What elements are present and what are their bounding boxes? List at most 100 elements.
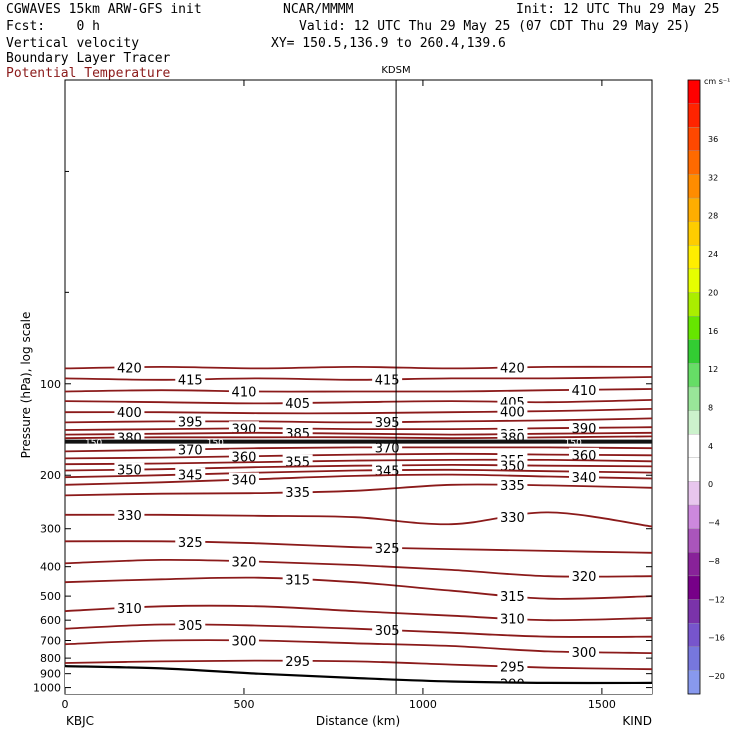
theta-label-bg [175,442,206,457]
theta-contour-385 [65,431,652,436]
colorbar-label: 8 [708,404,713,413]
theta-label-380: 380 [500,432,525,447]
theta-contour-305 [65,623,652,638]
colorbar-swatch [687,481,701,506]
theta-label-295: 295 [285,655,310,670]
theta-label-350: 350 [500,459,525,474]
theta-label-bg [228,421,259,436]
colorbar-swatch [687,457,701,482]
colorbar-label: 4 [708,442,713,451]
y-tick-label: 400 [40,561,61,574]
y-tick-label: 100 [40,378,61,391]
theta-label-bg [175,617,206,632]
forecast-hour: Fcst: 0 h [6,19,100,34]
colorbar-label: 28 [708,212,718,221]
theta-contour-325 [65,540,652,554]
theta-contour-400 [65,408,652,415]
theta-label-bg [568,382,599,397]
theta-contour-380 [65,435,652,440]
y-tick-label: 800 [40,652,61,665]
colorbar-unit: cm s⁻¹ [704,77,730,86]
colorbar-swatch [687,575,701,600]
colorbar-swatch [687,599,701,624]
theta-contour-345 [65,468,652,479]
theta-contour-370 [65,446,652,453]
org-label: NCAR/MMMM [283,2,354,17]
colorbar-swatch [687,670,701,695]
theta-contour-420 [65,365,652,370]
theta-label-bg [114,507,145,522]
y-axis-title: Pressure (hPa), log scale [19,312,33,459]
theta-contour-330 [65,511,652,528]
x-tick-label: 1000 [409,698,437,711]
theta-contour-320 [65,558,652,578]
colorbar-swatch [687,339,701,364]
theta-label-405: 405 [285,397,310,412]
colorbar-swatch [687,646,701,671]
cross-section-endpoints: XY= 150.5,136.9 to 260.4,139.6 [271,36,506,51]
theta-contour-405 [65,399,652,405]
left-endpoint-label: KBJC [66,714,94,728]
theta-label-370: 370 [375,441,400,456]
x-axis-title: Distance (km) [316,714,400,728]
theta-label-bg [568,569,599,584]
theta-contour-390 [65,426,652,431]
colorbar-swatch [687,221,701,246]
theta-label-bg [568,420,599,435]
theta-label-390: 390 [232,422,257,437]
theta-label-bg [114,600,145,615]
theta-label-bg [568,644,599,659]
colorbar-label: 24 [708,250,718,259]
theta-contour-410 [65,388,652,393]
theta-contour-415 [65,376,652,381]
theta-label-bg [175,372,206,387]
theta-label-bg [114,462,145,477]
theta-label-410: 410 [572,384,597,399]
colorbar-swatch [687,292,701,317]
colorbar-swatch [687,197,701,222]
colorbar: 36 32 28 24 20 16 12 8 4 0 −4 −8 −12 −16 −20 [687,79,725,695]
theta-label-305: 305 [178,619,203,634]
colorbar-label: 16 [708,327,718,336]
theta-label-340: 340 [232,474,257,489]
tropopause-label: 150 [85,439,102,449]
y-tick-label: 900 [40,668,61,681]
colorbar-label: 0 [708,480,713,489]
theta-label-bg [228,472,259,487]
theta-label-400: 400 [500,405,525,420]
theta-label-bg [372,440,403,455]
colorbar-frame [687,79,701,695]
theta-label-315: 315 [500,590,525,605]
theta-label-bg [372,623,403,638]
theta-label-bg [497,509,528,524]
colorbar-swatch [687,552,701,577]
theta-contour-360 [65,452,652,460]
theta-label-350: 350 [117,464,142,479]
colorbar-label: −20 [708,672,725,681]
colorbar-label: −8 [708,557,720,566]
theta-label-bg [282,572,313,587]
y-tick-label: 200 [40,469,61,482]
theta-label-330: 330 [500,511,525,526]
colorbar-swatch [687,434,701,458]
theta-label-bg [372,540,403,555]
x-axis: 0 500 1000 1500 [62,80,616,711]
theta-label-300: 300 [232,635,257,650]
colorbar-swatch [687,268,701,293]
terrain-line [65,665,652,685]
theta-label-bg [497,458,528,473]
colorbar-swatch [687,386,701,411]
theta-label-bg [175,534,206,549]
theta-label-310: 310 [117,602,142,617]
colorbar-swatch [687,79,701,104]
theta-label-bg [497,360,528,375]
theta-label-420: 420 [500,361,525,376]
theta-label-bg [228,554,259,569]
y-tick-label: 500 [40,590,61,603]
theta-label-395: 395 [178,415,203,430]
theta-label-bg [372,463,403,478]
colorbar-label: −12 [708,595,725,604]
theta-label-bg [568,470,599,485]
